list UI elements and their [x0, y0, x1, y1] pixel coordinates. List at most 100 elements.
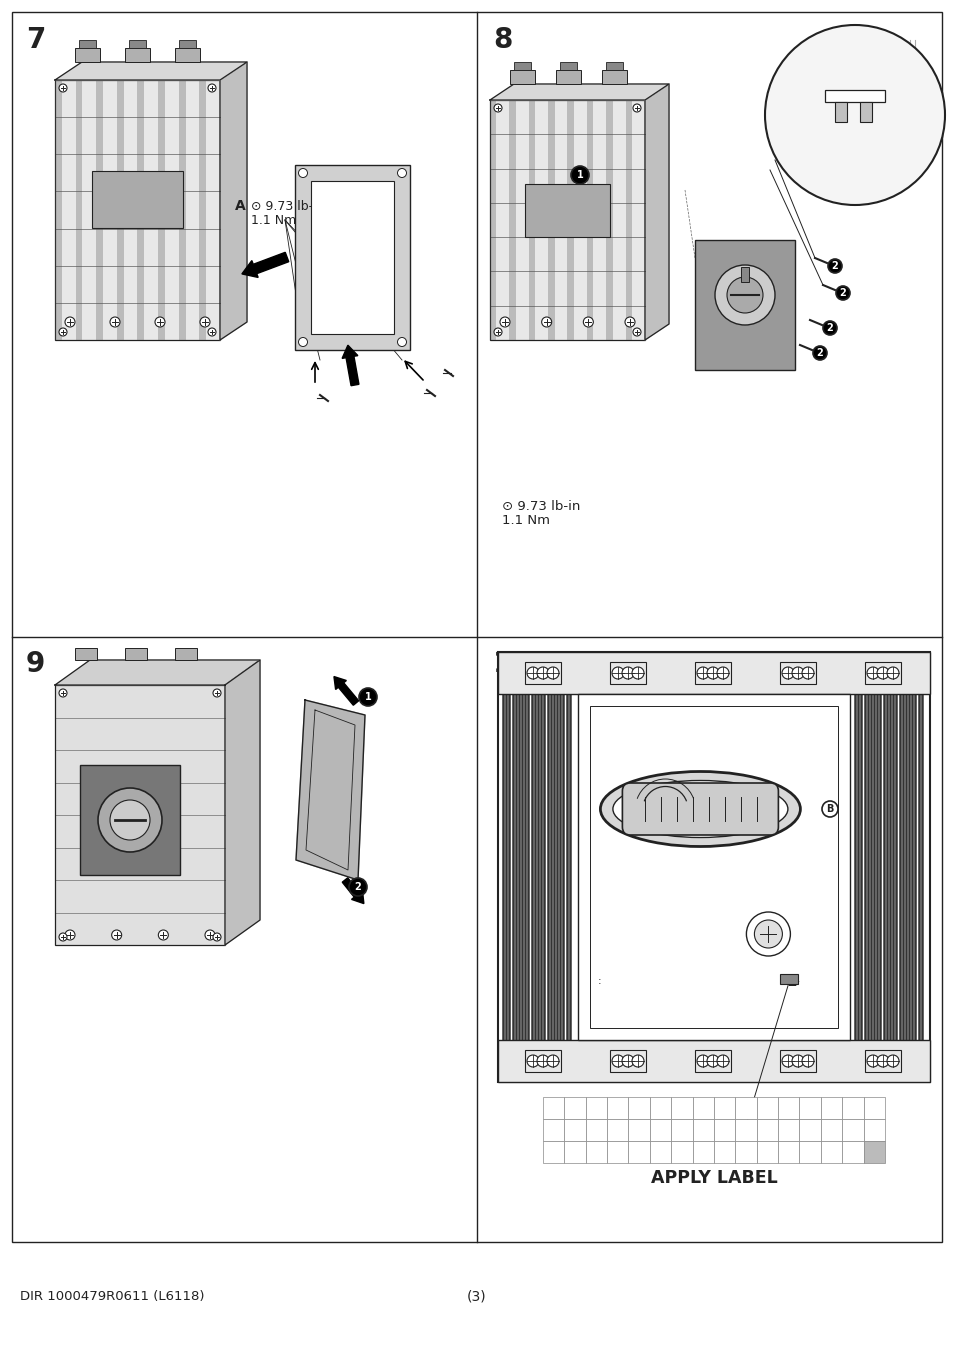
Bar	[862, 1119, 884, 1141]
Circle shape	[537, 1054, 548, 1067]
Bar	[649, 1119, 671, 1141]
Circle shape	[621, 1054, 634, 1067]
Circle shape	[213, 933, 221, 941]
Bar	[628, 1119, 649, 1141]
Circle shape	[717, 667, 728, 679]
Bar	[585, 1141, 606, 1162]
Circle shape	[697, 667, 708, 679]
Text: 2: 2	[839, 288, 845, 298]
Circle shape	[582, 317, 593, 327]
Bar	[606, 1098, 628, 1119]
Circle shape	[59, 328, 67, 336]
Circle shape	[526, 1054, 538, 1067]
Polygon shape	[225, 660, 260, 945]
Circle shape	[205, 930, 214, 940]
Circle shape	[876, 667, 888, 679]
Circle shape	[631, 1054, 643, 1067]
Circle shape	[298, 169, 307, 177]
Bar	[692, 1141, 713, 1162]
Bar	[756, 1098, 778, 1119]
Bar	[294, 165, 410, 350]
Circle shape	[827, 259, 841, 273]
Bar	[862, 1141, 884, 1162]
Bar	[609, 662, 645, 684]
Bar	[713, 1098, 735, 1119]
Bar	[92, 171, 183, 228]
Bar	[510, 70, 535, 84]
Bar	[820, 1119, 841, 1141]
Circle shape	[781, 1054, 793, 1067]
Circle shape	[706, 1054, 719, 1067]
Bar	[841, 1119, 862, 1141]
Circle shape	[349, 878, 367, 896]
Bar	[671, 1119, 692, 1141]
Bar	[713, 1119, 735, 1141]
Bar	[567, 100, 574, 340]
Bar	[756, 1119, 778, 1141]
Bar	[524, 1050, 560, 1072]
Bar	[311, 181, 394, 333]
Circle shape	[110, 801, 150, 840]
Bar	[75, 648, 97, 660]
Circle shape	[98, 788, 162, 852]
Bar	[606, 1119, 628, 1141]
FancyArrow shape	[342, 878, 363, 903]
Bar	[756, 1141, 778, 1162]
Bar	[585, 1119, 606, 1141]
Bar	[542, 1098, 564, 1119]
Text: APPLY LABEL: APPLY LABEL	[650, 1169, 777, 1187]
Circle shape	[494, 328, 501, 336]
Bar	[713, 1141, 735, 1162]
Bar	[841, 1141, 862, 1162]
Bar	[199, 80, 206, 340]
Bar	[864, 1050, 900, 1072]
Text: A: A	[234, 198, 246, 213]
Circle shape	[633, 328, 640, 336]
Bar	[542, 1119, 564, 1141]
Circle shape	[714, 265, 774, 325]
Circle shape	[781, 667, 793, 679]
Bar	[578, 694, 849, 1040]
Bar	[601, 70, 626, 84]
Bar	[695, 240, 794, 370]
Circle shape	[65, 317, 75, 327]
Text: 1: 1	[576, 170, 583, 180]
Circle shape	[213, 688, 221, 697]
Circle shape	[697, 1054, 708, 1067]
Text: 8: 8	[493, 26, 512, 54]
Bar	[824, 90, 884, 103]
Bar	[497, 652, 929, 694]
Bar	[735, 1141, 756, 1162]
Circle shape	[812, 346, 826, 360]
Circle shape	[537, 667, 548, 679]
Circle shape	[397, 338, 406, 347]
Bar	[692, 1119, 713, 1141]
Circle shape	[612, 1054, 623, 1067]
Circle shape	[526, 667, 538, 679]
Circle shape	[208, 328, 215, 336]
Bar	[628, 1098, 649, 1119]
Circle shape	[886, 1054, 898, 1067]
Bar	[79, 40, 96, 49]
Text: ·■·: ·■·	[784, 977, 800, 987]
Polygon shape	[220, 62, 247, 340]
Circle shape	[208, 84, 215, 92]
Circle shape	[298, 338, 307, 347]
Bar	[524, 662, 560, 684]
Bar	[695, 1050, 730, 1072]
Circle shape	[764, 26, 944, 205]
Bar	[605, 100, 612, 340]
Bar	[55, 80, 220, 340]
Bar	[80, 765, 180, 875]
Bar	[129, 40, 146, 49]
Bar	[606, 1141, 628, 1162]
Bar	[834, 103, 846, 122]
Bar	[799, 1119, 820, 1141]
Bar	[780, 973, 797, 984]
Bar	[179, 40, 195, 49]
Bar	[695, 662, 730, 684]
Bar	[125, 648, 147, 660]
Circle shape	[886, 667, 898, 679]
Bar	[780, 662, 815, 684]
Text: :: :	[598, 976, 601, 986]
